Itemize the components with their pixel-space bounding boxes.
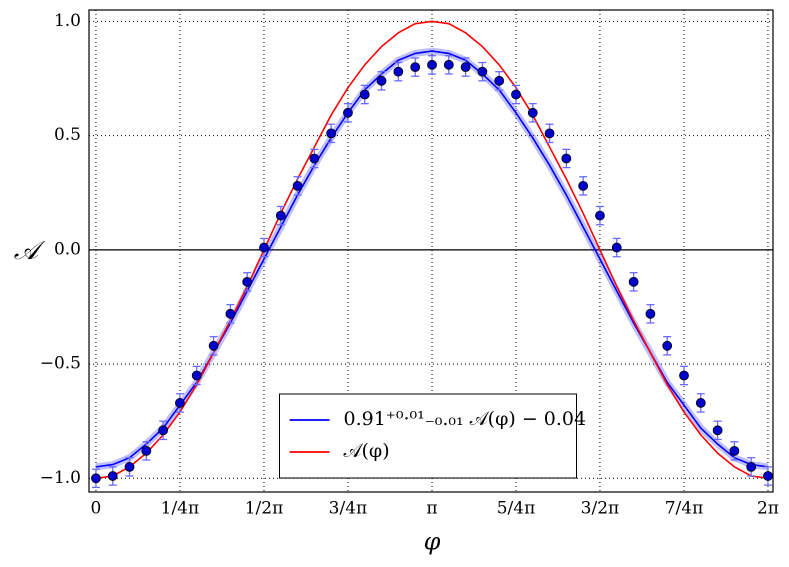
data-point [343,107,353,118]
data-point [141,445,152,456]
data-point [309,153,320,164]
data-point [393,66,404,77]
x-tick-label: 1/4π [161,499,200,519]
data-point [477,66,488,77]
data-point [662,340,673,351]
series-line [95,20,769,480]
data-point [326,128,337,139]
data-point [494,75,505,86]
x-tick-label: 0 [91,499,102,519]
data-point [259,242,269,253]
data-point [158,425,169,436]
data-point [712,425,723,436]
data-point [595,210,605,221]
data-point [443,59,454,70]
data-point [292,180,303,191]
data-point [511,89,521,100]
x-tick-label: 1/2π [245,499,284,519]
y-tick-label: 1.0 [54,11,81,31]
data-point [359,89,370,100]
x-tick-label: 3/4π [329,499,368,519]
legend-label: 0.91⁺⁰·⁰¹₋₀.₀₁ 𝒜(φ) − 0.04 [344,408,587,430]
data-point [275,210,286,221]
y-tick-label: −0.5 [40,354,81,374]
data-point [91,473,101,484]
data-point [679,370,689,381]
data-point [561,153,572,164]
data-point [729,445,740,456]
data-point [242,276,253,287]
x-tick-label: 7/4π [665,499,704,519]
data-point [175,398,185,408]
data-point [578,180,589,191]
data-point [645,308,656,319]
data-point [107,471,118,481]
data-point [527,107,538,118]
data-point [124,461,135,472]
data-point [460,62,471,73]
data-point [544,128,555,139]
y-tick-label: 0.5 [54,125,81,145]
data-point [695,398,706,408]
data-point [225,308,236,319]
data-point [611,242,622,253]
legend-box [279,393,577,479]
data-point [746,461,757,472]
y-tick-label: 0.0 [54,239,81,259]
data-point [410,62,421,73]
x-axis-label: φ [424,528,441,556]
y-tick-label: −1.0 [40,468,81,488]
x-tick-label: 3/2π [581,499,620,519]
data-point [191,370,202,381]
x-tick-label: π [426,499,437,519]
data-point [427,59,437,70]
data-point [763,471,773,481]
x-tick-label: 5/4π [497,499,536,519]
data-point [208,340,219,351]
legend-label: 𝒜(φ) [344,440,390,462]
plot-frame [88,9,774,493]
data-point [628,276,639,287]
x-tick-label: 2π [757,499,779,519]
data-point [376,75,387,86]
